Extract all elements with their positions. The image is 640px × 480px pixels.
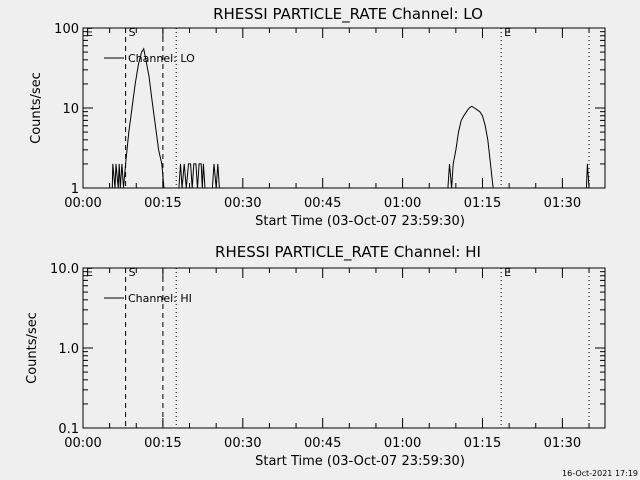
x-tick-label: 00:30	[224, 436, 261, 451]
x-axis-label: Start Time (03-Oct-07 23:59:30)	[255, 454, 465, 469]
event-marker-label: S	[129, 266, 136, 279]
x-tick-label: 00:15	[144, 196, 181, 211]
chart-title: RHESSI PARTICLE_RATE Channel: HI	[215, 243, 481, 262]
x-tick-label: 00:30	[224, 196, 261, 211]
footer-timestamp: 16-Oct-2021 17:19	[562, 469, 638, 478]
event-marker-label: E	[86, 266, 93, 279]
data-series-line	[111, 47, 590, 189]
y-tick-label: 1.0	[58, 342, 79, 357]
panel-hi: RHESSI PARTICLE_RATE Channel: HI Start T…	[25, 243, 606, 469]
y-tick-label: 100	[54, 22, 79, 37]
panel-lo: RHESSI PARTICLE_RATE Channel: LO Start T…	[29, 5, 606, 229]
event-marker-label: E	[504, 266, 511, 279]
x-tick-label: 01:30	[544, 196, 581, 211]
x-tick-label: 00:00	[64, 196, 101, 211]
x-tick-label: 00:45	[304, 196, 341, 211]
y-axis-label: Counts/sec	[29, 72, 44, 144]
x-tick-label: 01:00	[384, 196, 421, 211]
event-marker-label: S	[129, 26, 136, 39]
y-tick-label: 10	[62, 102, 79, 117]
x-tick-label: 01:15	[464, 436, 501, 451]
x-axis-label: Start Time (03-Oct-07 23:59:30)	[255, 214, 465, 229]
y-axis-label: Counts/sec	[25, 312, 40, 384]
y-tick-label: 10.0	[50, 262, 79, 277]
legend-label: Channel: LO	[128, 52, 195, 65]
x-tick-label: 01:15	[464, 196, 501, 211]
event-marker-label: E	[86, 26, 93, 39]
event-marker-label: E	[504, 26, 511, 39]
chart-title: RHESSI PARTICLE_RATE Channel: LO	[213, 5, 483, 24]
x-tick-label: 00:45	[304, 436, 341, 451]
x-tick-label: 00:15	[144, 436, 181, 451]
x-tick-label: 01:00	[384, 436, 421, 451]
y-tick-label: 1	[71, 182, 79, 197]
y-tick-label: 0.1	[58, 422, 79, 437]
x-tick-label: 01:30	[544, 436, 581, 451]
x-tick-label: 00:00	[64, 436, 101, 451]
legend-label: Channel: HI	[128, 292, 192, 305]
